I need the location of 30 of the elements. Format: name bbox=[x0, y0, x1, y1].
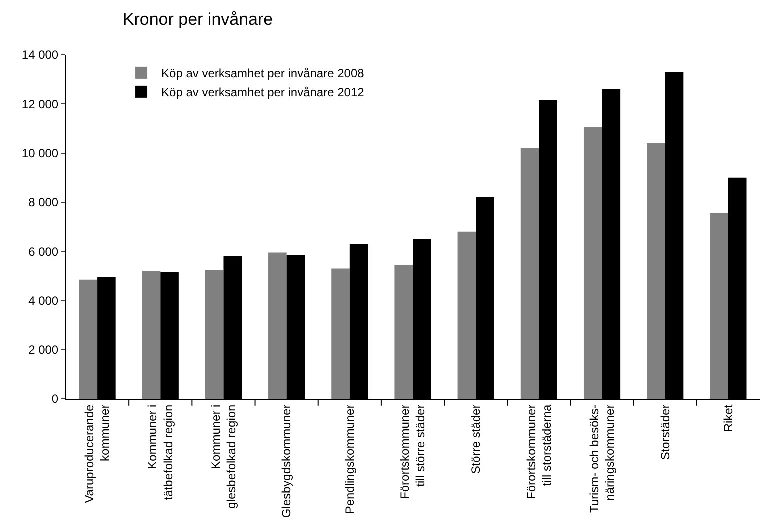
bar bbox=[205, 270, 224, 399]
bar bbox=[79, 280, 98, 399]
y-tick-label: 14 000 bbox=[22, 48, 59, 62]
chart-title: Kronor per invånare bbox=[122, 10, 274, 30]
y-tick-label: 2 000 bbox=[28, 343, 59, 358]
x-tick-label: Förortskommuner till storstäderna bbox=[524, 404, 554, 500]
x-tick-label: Förortskommuner till större städer bbox=[398, 404, 428, 500]
x-tick-label: Storstäder bbox=[658, 404, 672, 460]
y-tick-label: 8 000 bbox=[28, 196, 59, 210]
bar bbox=[142, 271, 161, 399]
x-tick-label: Varuproducerande kommuner bbox=[82, 404, 112, 504]
x-tick-label: Riket bbox=[721, 404, 736, 432]
bar bbox=[710, 213, 728, 399]
x-tick-label: Större städer bbox=[468, 404, 483, 474]
y-tick-label: 4 000 bbox=[28, 294, 59, 308]
bar bbox=[394, 265, 413, 399]
bar bbox=[332, 268, 350, 399]
legend-label: Köp av verksamhet per invånare 2008 bbox=[162, 66, 365, 81]
x-tick-label: Glesbygdskommuner bbox=[280, 404, 294, 518]
bar bbox=[458, 232, 476, 399]
y-tick-label: 6 000 bbox=[28, 244, 59, 259]
y-tick-label: 12 000 bbox=[22, 97, 59, 112]
x-tick-label: Pendlingskommuner bbox=[342, 404, 357, 514]
bar bbox=[647, 143, 666, 399]
y-tick-label: 0 bbox=[52, 392, 59, 406]
y-tick-label: 10 000 bbox=[22, 146, 59, 160]
bar bbox=[520, 148, 540, 399]
legend-label: Köp av verksamhet per invånare 2012 bbox=[162, 86, 365, 100]
bar bbox=[584, 127, 602, 399]
bar bbox=[268, 252, 287, 399]
